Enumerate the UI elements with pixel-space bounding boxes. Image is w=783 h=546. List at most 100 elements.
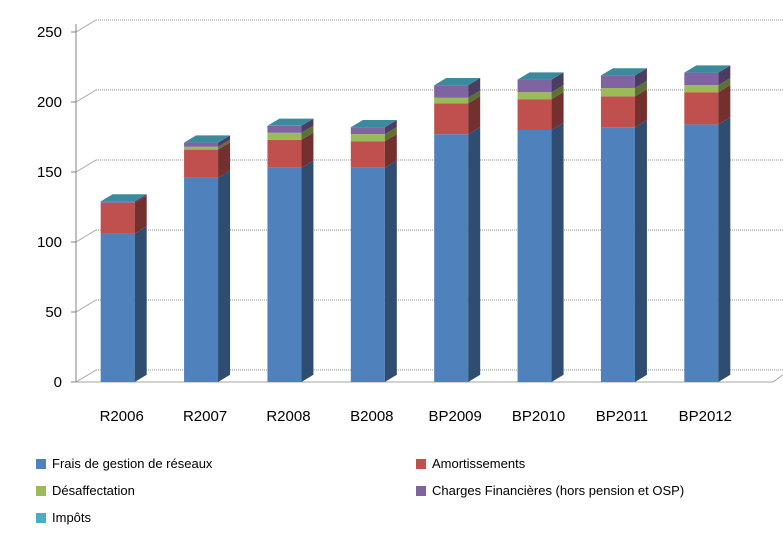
legend-item: Amortissements (416, 456, 525, 471)
bar-segment (684, 92, 719, 125)
bar-segment-side (218, 139, 231, 150)
legend-swatch (36, 458, 46, 469)
bar-segment-side (384, 134, 397, 168)
bar-segment-side (551, 72, 564, 93)
bar-top (267, 118, 314, 126)
bar-segment (517, 92, 552, 100)
bar-segment-side (301, 125, 314, 140)
bar-segment-side (301, 132, 314, 168)
bar-segment (267, 132, 302, 140)
legend-item: Frais de gestion de réseaux (36, 456, 212, 471)
bar-top (350, 120, 397, 128)
bar-segment-side (551, 122, 564, 383)
bar-segment-side (384, 160, 397, 382)
bar-top (517, 72, 564, 80)
floor-right-edge (772, 374, 783, 383)
bar-segment (350, 127, 385, 135)
bar-segment (350, 141, 385, 168)
bar-segment (517, 130, 552, 382)
bar-segment-side (718, 78, 731, 93)
bar-segment (267, 167, 302, 382)
bar-segment-side (468, 127, 481, 382)
bar-segment-side (218, 170, 231, 382)
y-tick-label: 100 (37, 234, 62, 251)
legend-label: Amortissements (432, 456, 526, 471)
bar-top (684, 65, 731, 73)
bar-segment (517, 79, 552, 93)
bar-segment-side (718, 117, 731, 382)
y-tick-label: 50 (45, 304, 62, 321)
bar-segment-side (634, 89, 647, 128)
bar-segment-side (551, 85, 564, 100)
bar-segment-side (218, 135, 231, 147)
bar-segment (184, 146, 219, 150)
bar-segment (434, 97, 469, 104)
bar-segment (684, 124, 719, 383)
bar-segment (267, 139, 302, 168)
bar-segment (517, 99, 552, 130)
bar-segment-side (634, 120, 647, 382)
bar-segment-side (634, 68, 647, 88)
x-tick-label: B2008 (350, 408, 393, 425)
bar-segment (600, 96, 635, 128)
bar-segment (267, 125, 302, 133)
gridline-side (75, 19, 97, 33)
x-tick-label: BP2012 (679, 408, 732, 425)
bar-segment (100, 201, 135, 203)
x-tick-label: R2006 (100, 408, 144, 425)
bar-segment (600, 88, 635, 97)
bar-segment (100, 233, 135, 382)
bar-segment (350, 134, 385, 142)
gridline-side (75, 369, 97, 383)
legend-label: Frais de gestion de réseaux (52, 456, 213, 471)
gridline-side (75, 159, 97, 173)
x-tick-label: R2007 (183, 408, 227, 425)
bar-segment (434, 134, 469, 382)
legend-item: Désaffectation (36, 483, 135, 498)
bar-segment (600, 127, 635, 382)
bar-segment-side (134, 226, 147, 382)
bar-segment (184, 177, 219, 382)
legend-item: Impôts (36, 510, 91, 525)
x-tick-label: R2008 (266, 408, 310, 425)
bar-segment (184, 149, 219, 178)
legend-swatch (416, 485, 426, 496)
gridline-side (75, 299, 97, 313)
bar-top (100, 194, 147, 202)
bar-segment-side (218, 142, 231, 178)
bar-segment (184, 142, 219, 147)
x-tick-label: BP2010 (512, 408, 565, 425)
bar-segment (684, 72, 719, 86)
bar-top (434, 78, 481, 86)
bar-segment-side (718, 85, 731, 125)
bar-segment-side (551, 92, 564, 130)
bar-segment-side (468, 78, 481, 98)
y-tick-label: 150 (37, 164, 62, 181)
x-tick-label: BP2011 (596, 408, 648, 425)
gridline-side (75, 229, 97, 243)
legend-item: Charges Financières (hors pension et OSP… (416, 483, 684, 498)
bar-segment-side (384, 120, 397, 135)
bar-top (600, 68, 647, 76)
y-tick-label: 250 (37, 24, 62, 41)
legend-swatch (416, 458, 426, 469)
bar-segment-side (468, 90, 481, 104)
x-tick-label: BP2009 (428, 408, 481, 425)
y-tick-label: 0 (54, 374, 62, 391)
bar-segment-side (468, 96, 481, 135)
gridline-side (75, 89, 97, 103)
bar-segment (434, 103, 469, 135)
bar-top (184, 135, 231, 143)
bar-segment-side (301, 118, 314, 133)
bar-segment-side (134, 194, 147, 203)
legend-label: Impôts (52, 510, 92, 525)
bar-segment (350, 167, 385, 382)
bar-segment (600, 75, 635, 88)
bar-segment-side (718, 65, 731, 86)
bar-segment (100, 202, 135, 234)
legend-swatch (36, 485, 46, 496)
bar-segment-side (634, 80, 647, 97)
legend-label: Charges Financières (hors pension et OSP… (432, 483, 685, 498)
